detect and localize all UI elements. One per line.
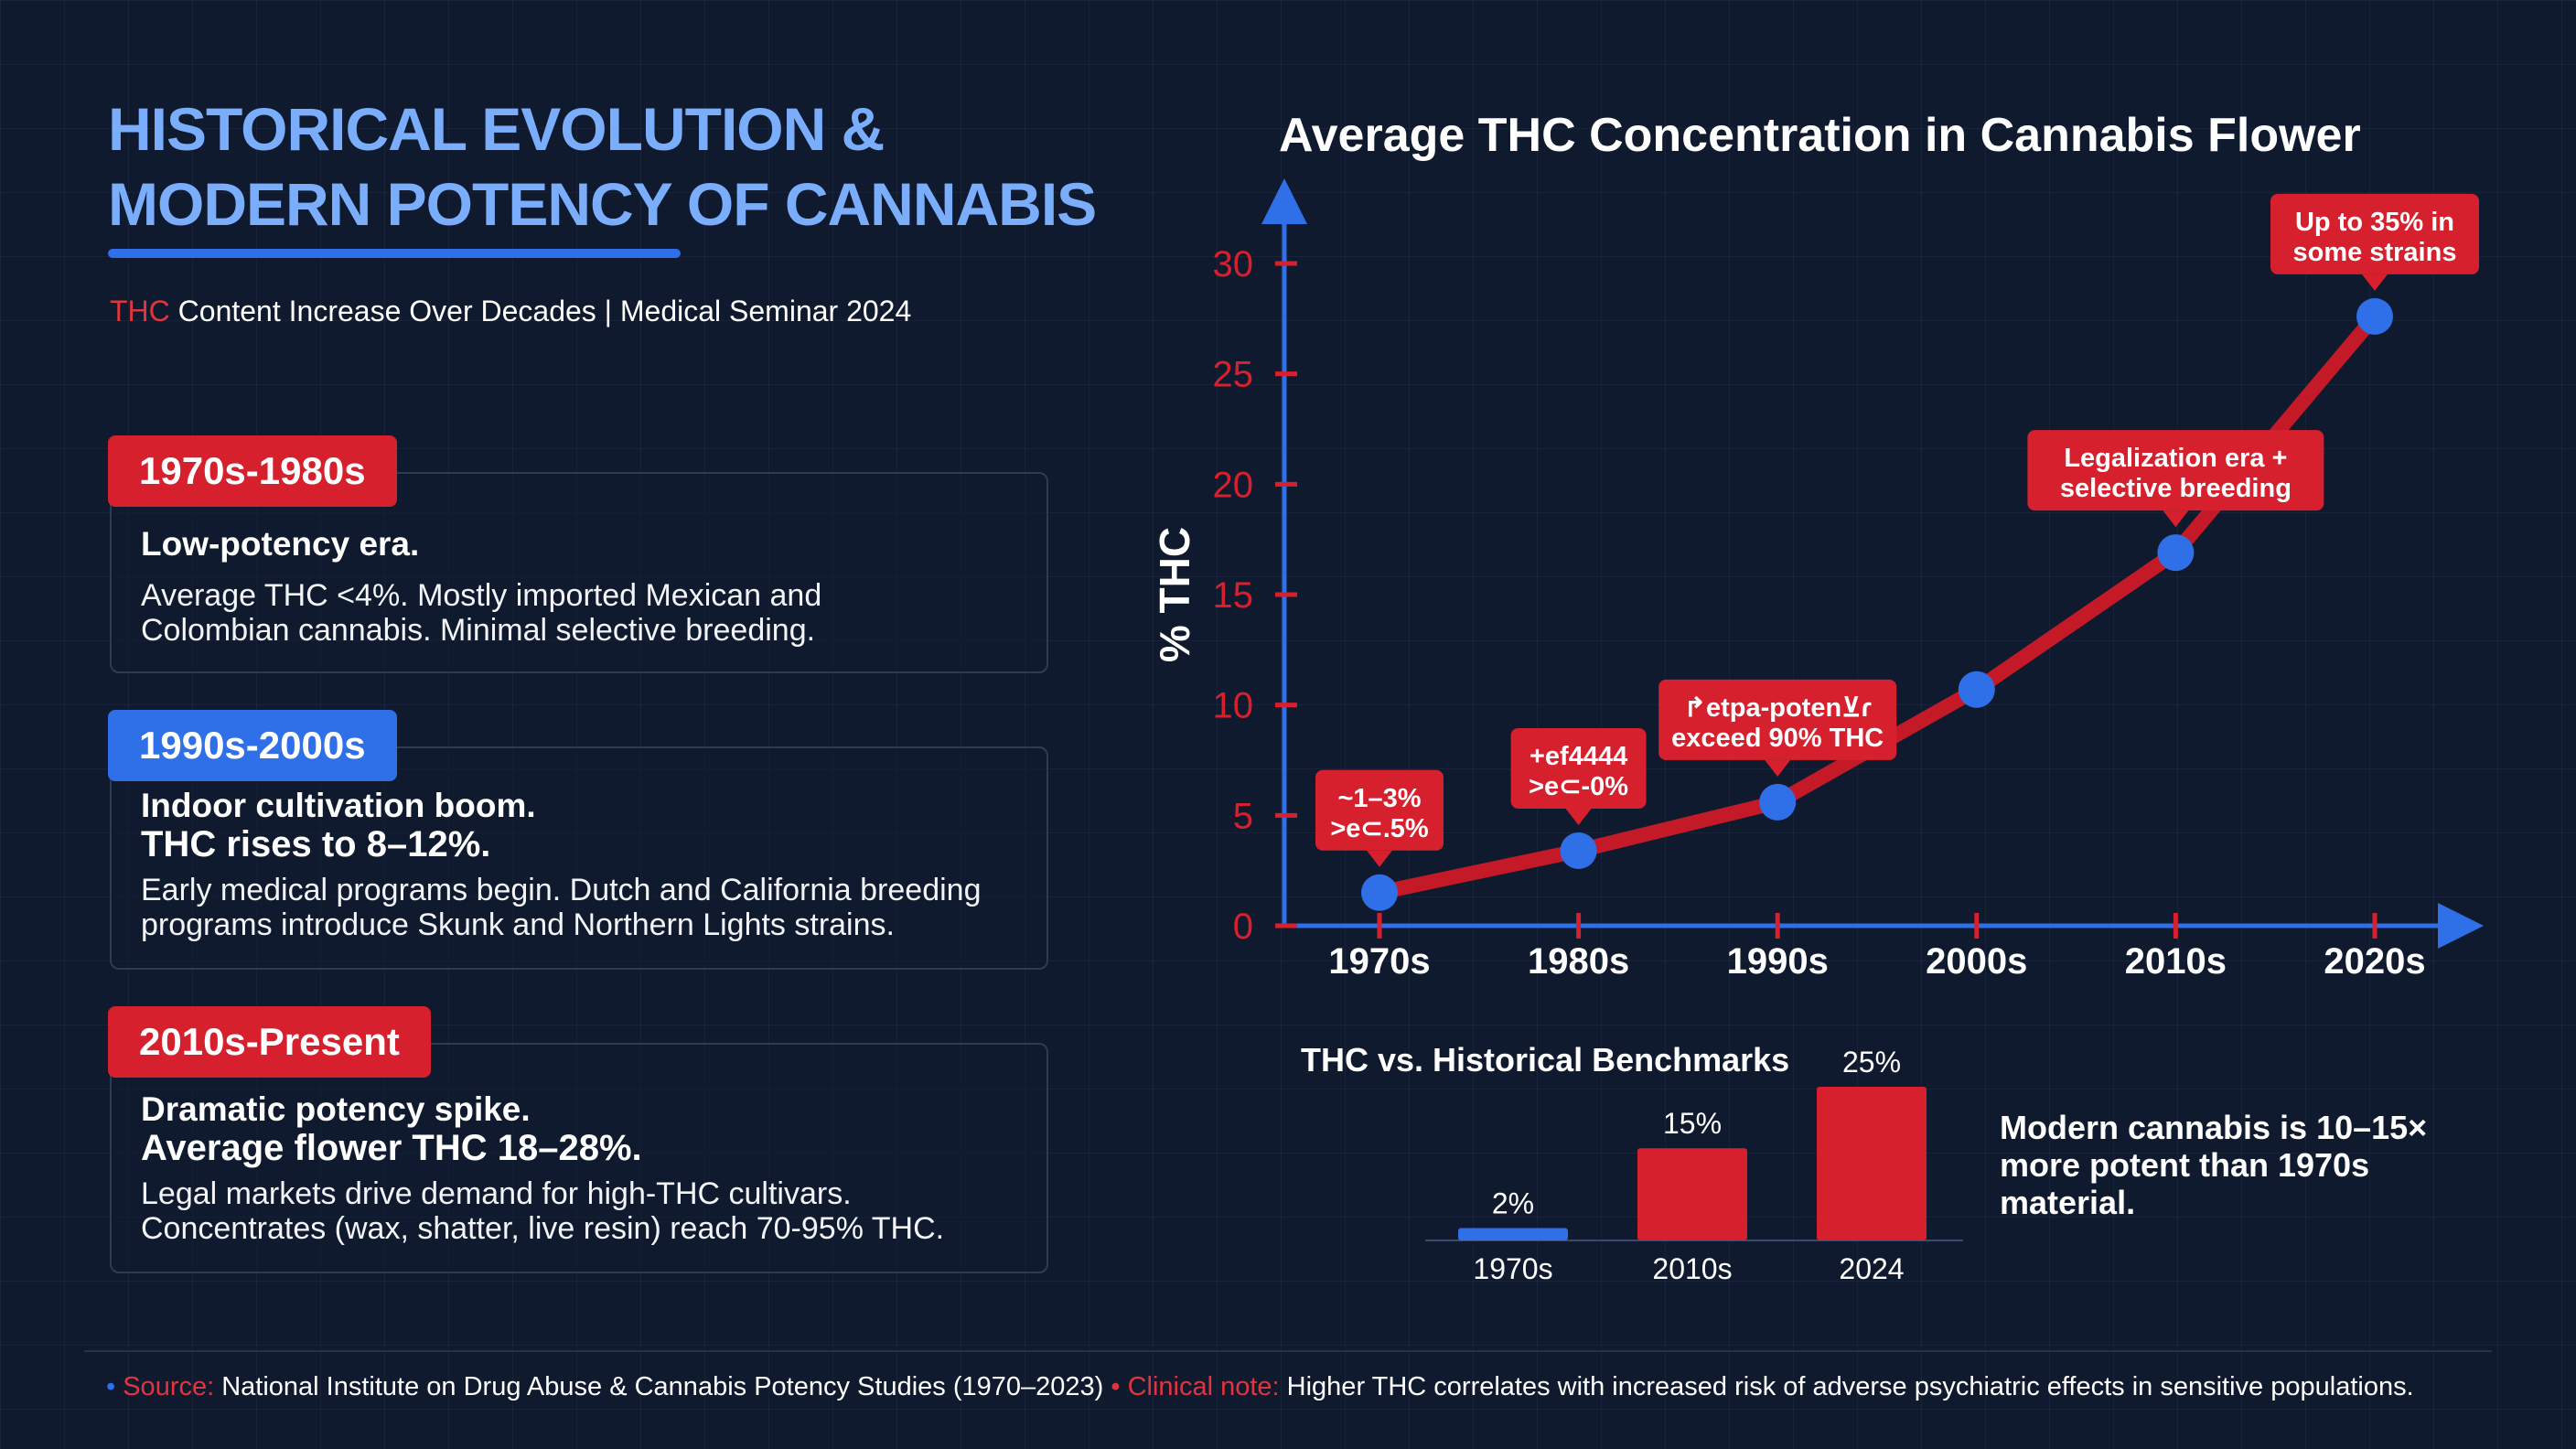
x-tick-label: 1970s (1328, 941, 1430, 982)
callout-text: exceed 90% THC (1671, 724, 1884, 753)
callout-text: +ef4444 (1530, 742, 1627, 771)
bar-category-label: 1970s (1473, 1252, 1552, 1285)
benchmark-bar-chart: 2% 1970s 15% 2010s 25% 2024 (1425, 1046, 1963, 1285)
era-headline-2010s: Dramatic potency spike. Average flower T… (141, 1090, 642, 1168)
era-body-line: Concentrates (wax, shatter, live resin) … (141, 1211, 945, 1246)
x-tick-label: 1990s (1727, 941, 1829, 982)
y-tick-label: 20 (1213, 465, 1254, 505)
x-tick-label: 1980s (1528, 941, 1629, 982)
y-axis-label: % THC (1151, 527, 1198, 662)
clinical-note-text: Higher THC correlates with increased ris… (1279, 1372, 2414, 1401)
y-tick-label: 30 (1213, 244, 1254, 284)
callout-text: ~1–3% (1337, 784, 1421, 813)
era-tag-1970s: 1970s-1980s (108, 435, 397, 507)
data-point (1361, 874, 1398, 911)
page-title: HISTORICAL EVOLUTION & MODERN POTENCY OF… (108, 91, 1097, 242)
era-headline-1990s: Indoor cultivation boom. THC rises to 8–… (141, 787, 536, 864)
bar (1458, 1228, 1568, 1240)
clinical-note-label: Clinical note: (1127, 1372, 1280, 1401)
callout-text: ↱etpa-poten⊻ɾ (1684, 693, 1873, 723)
bar (1817, 1087, 1927, 1240)
y-tick-label: 10 (1213, 686, 1254, 726)
callout-box (1658, 679, 1897, 760)
footer-divider (84, 1350, 2492, 1352)
era-headline-line: Indoor cultivation boom. (141, 787, 536, 824)
data-point (1759, 783, 1797, 821)
era-body-line: Legal markets drive demand for high-THC … (141, 1176, 852, 1211)
x-tick-label: 2010s (2125, 941, 2227, 982)
source-label: Source: (123, 1372, 215, 1401)
footer: • Source: National Institute on Drug Abu… (106, 1372, 2414, 1402)
data-point (1958, 671, 1995, 708)
callout-pointer (1765, 759, 1791, 777)
y-tick-label: 25 (1213, 355, 1254, 395)
era-headline-line: Dramatic potency spike. (141, 1090, 531, 1128)
bar (1637, 1148, 1747, 1240)
data-point (2356, 297, 2393, 335)
era-card-1990s (110, 746, 1048, 970)
era-card-2010s (110, 1043, 1048, 1273)
era-tag-2010s: 2010s-Present (108, 1006, 431, 1078)
era-tag-1990s: 1990s-2000s (108, 710, 397, 781)
era-body-1990s: Early medical programs begin. Dutch and … (141, 873, 1037, 942)
bar-category-label: 2010s (1652, 1252, 1732, 1285)
data-point (2157, 534, 2195, 572)
x-tick-label: 2020s (2324, 941, 2425, 982)
callout-pointer (2163, 510, 2189, 528)
subtitle-text: Content Increase Over Decades | Medical … (169, 295, 912, 327)
page-title-line2: MODERN POTENCY OF CANNABIS (108, 170, 1097, 238)
data-point (1560, 832, 1597, 869)
bar-value-label: 2% (1492, 1187, 1534, 1220)
callout-pointer (1367, 850, 1392, 867)
era-headline-line: Average flower THC 18–28%. (141, 1128, 642, 1168)
callout-text: selective breeding (2060, 474, 2292, 503)
page-title-line1: HISTORICAL EVOLUTION & (108, 95, 885, 163)
bullet-icon: • (1111, 1372, 1121, 1401)
era-headline-line: THC rises to 8–12%. (141, 824, 491, 864)
era-body-2010s: Legal markets drive demand for high-THC … (141, 1176, 1037, 1246)
bar-value-label: 25% (1842, 1046, 1901, 1079)
callout-text: some strains (2293, 238, 2457, 267)
callout-text: >e⊂-0% (1529, 772, 1628, 801)
bar-value-label: 15% (1663, 1107, 1722, 1140)
callout-text: Legalization era + (2064, 444, 2287, 473)
callout-text: Up to 35% in (2295, 208, 2454, 237)
era-body-line: Colombian cannabis. Minimal selective br… (141, 613, 816, 648)
era-body-line: programs introduce Skunk and Northern Li… (141, 907, 895, 942)
era-body-1970s: Average THC <4%. Mostly imported Mexican… (141, 578, 1037, 648)
era-body-line: Early medical programs begin. Dutch and … (141, 873, 982, 907)
callout-pointer (1565, 808, 1592, 825)
y-tick-label: 15 (1213, 575, 1254, 616)
era-headline-line: Low-potency era. (141, 525, 420, 563)
thc-line-chart: 0 5 10 15 20 25 30 % THC 1970s 1980s 1990s 2000s 201… (1151, 178, 2484, 982)
callout-pointer (2362, 274, 2388, 291)
subtitle-accent: THC (110, 295, 170, 327)
callout-text: >e⊂.5% (1330, 814, 1429, 843)
y-tick-label: 0 (1233, 907, 1253, 947)
title-underline (108, 249, 681, 258)
callout-box (1510, 727, 1647, 809)
bar-chart-title: THC vs. Historical Benchmarks (1301, 1041, 1790, 1079)
x-tick-label: 2000s (1926, 941, 2027, 982)
callout-box (1315, 769, 1444, 851)
modern-potency-note: Modern cannabis is 10–15× more potent th… (2000, 1109, 2428, 1221)
y-tick-label: 5 (1233, 796, 1253, 836)
bullet-icon: • (106, 1372, 116, 1401)
page-subtitle: THC Content Increase Over Decades | Medi… (110, 295, 911, 328)
callout-box (2270, 193, 2479, 274)
source-text: National Institute on Drug Abuse & Canna… (214, 1372, 1111, 1401)
era-headline-1970s: Low-potency era. (141, 525, 419, 564)
era-body-line: Average THC <4%. Mostly imported Mexican… (141, 578, 822, 613)
callout-box (2027, 430, 2324, 511)
line-chart-title: Average THC Concentration in Cannabis Fl… (1279, 109, 2361, 162)
bar-category-label: 2024 (1839, 1252, 1904, 1285)
